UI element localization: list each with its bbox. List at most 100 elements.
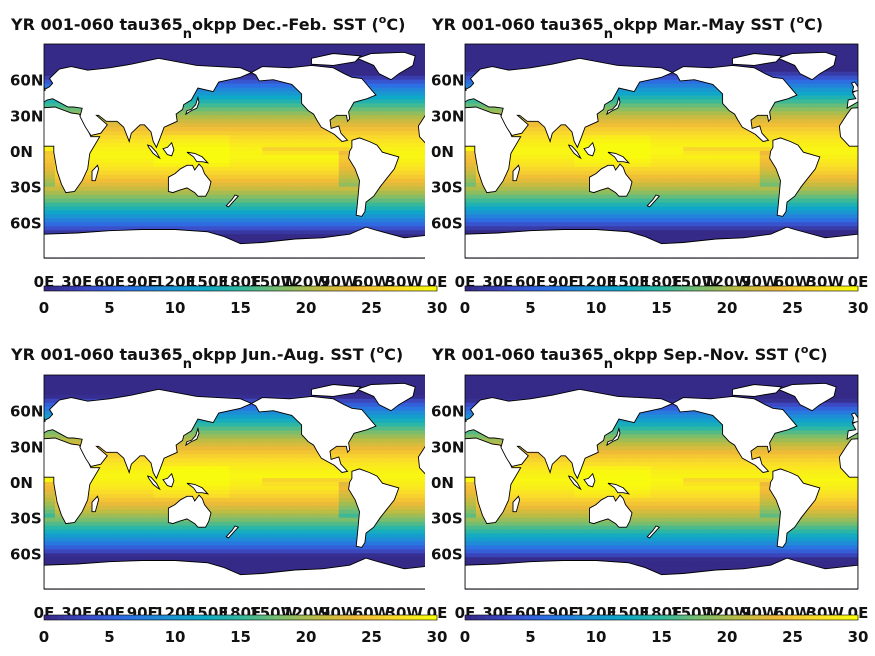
sst-cell bbox=[628, 131, 641, 136]
sst-cell bbox=[836, 63, 848, 69]
sst-cell bbox=[836, 55, 848, 61]
sst-cell bbox=[207, 422, 220, 428]
sst-cell bbox=[54, 226, 67, 231]
colorbar-segment bbox=[779, 286, 787, 291]
sst-cell bbox=[306, 51, 318, 57]
sst-cell bbox=[661, 170, 674, 176]
sst-cell bbox=[371, 79, 384, 85]
sst-cell bbox=[650, 166, 663, 172]
sst-cell bbox=[218, 422, 231, 428]
sst-cell bbox=[207, 158, 220, 164]
sst-cell bbox=[251, 107, 263, 112]
sst-cell bbox=[404, 426, 416, 432]
land-borneo bbox=[583, 141, 596, 157]
sst-cell bbox=[628, 91, 641, 97]
sst-cell bbox=[44, 210, 56, 215]
sst-cell bbox=[295, 386, 307, 392]
sst-cell bbox=[87, 162, 100, 168]
sst-cell bbox=[349, 198, 362, 204]
sst-cell bbox=[131, 135, 143, 140]
sst-cell bbox=[847, 154, 859, 160]
sst-cell bbox=[262, 462, 274, 467]
sst-cell bbox=[306, 178, 318, 184]
sst-cell bbox=[617, 123, 630, 128]
sst-cell bbox=[574, 166, 586, 172]
sst-cell bbox=[131, 154, 143, 160]
sst-cell bbox=[415, 406, 427, 412]
sst-cell bbox=[295, 91, 307, 97]
sst-cell bbox=[404, 95, 416, 101]
sst-cell bbox=[672, 186, 684, 192]
sst-cell bbox=[207, 375, 220, 380]
sst-cell bbox=[109, 127, 122, 132]
sst-cell bbox=[650, 127, 663, 132]
sst-cell bbox=[393, 99, 405, 105]
sst-cell bbox=[76, 194, 89, 200]
sst-cell bbox=[393, 75, 405, 81]
sst-cell bbox=[683, 135, 695, 140]
sst-cell bbox=[229, 182, 242, 188]
sst-cell bbox=[251, 127, 263, 132]
sst-cell bbox=[229, 115, 242, 120]
sst-cell bbox=[705, 154, 717, 160]
sst-cell bbox=[229, 458, 242, 463]
sst-cell bbox=[98, 386, 111, 392]
sst-cell bbox=[585, 162, 597, 168]
sst-cell bbox=[218, 166, 231, 172]
sst-cell bbox=[338, 154, 351, 160]
sst-cell bbox=[164, 198, 176, 204]
sst-cell bbox=[694, 190, 706, 196]
sst-cell bbox=[360, 67, 373, 73]
sst-cell bbox=[705, 47, 717, 53]
sst-cell bbox=[672, 210, 684, 215]
sst-cell bbox=[393, 230, 405, 235]
sst-cell bbox=[759, 143, 772, 148]
sst-cell bbox=[295, 103, 307, 108]
sst-cell bbox=[262, 430, 274, 436]
sst-cell bbox=[847, 71, 859, 77]
sst-cell bbox=[207, 214, 220, 219]
sst-cell bbox=[694, 234, 706, 239]
sst-cell bbox=[683, 166, 695, 172]
sst-cell bbox=[574, 178, 586, 184]
sst-cell bbox=[727, 111, 739, 116]
sst-cell bbox=[98, 44, 111, 49]
sst-cell bbox=[497, 206, 510, 212]
colorbar-segment bbox=[582, 286, 590, 291]
sst-cell bbox=[164, 218, 176, 223]
sst-cell bbox=[393, 426, 405, 432]
sst-cell bbox=[803, 83, 815, 89]
sst-cell bbox=[404, 414, 416, 420]
sst-cell bbox=[251, 438, 263, 443]
panel-title: YR 001-060 tau365nokpp Mar.-May SST (oC) bbox=[431, 13, 823, 42]
sst-cell bbox=[218, 44, 231, 49]
sst-cell bbox=[836, 166, 848, 172]
sst-cell bbox=[98, 382, 111, 388]
sst-cell bbox=[661, 83, 674, 89]
sst-cell bbox=[142, 466, 154, 471]
sst-cell bbox=[574, 162, 586, 168]
sst-cell bbox=[44, 162, 56, 168]
sst-cell bbox=[371, 131, 384, 136]
sst-cell bbox=[759, 63, 772, 69]
sst-cell bbox=[519, 139, 532, 144]
sst-cell bbox=[606, 131, 619, 136]
sst-cell bbox=[628, 214, 641, 219]
sst-cell bbox=[295, 378, 307, 384]
sst-cell bbox=[803, 115, 815, 120]
sst-cell bbox=[748, 178, 761, 184]
sst-cell bbox=[262, 154, 274, 160]
sst-cell bbox=[694, 198, 706, 204]
sst-cell bbox=[382, 422, 394, 428]
sst-cell bbox=[705, 222, 717, 227]
sst-cell bbox=[672, 154, 684, 160]
colorbar-tick-label: 25 bbox=[361, 299, 382, 317]
sst-cell bbox=[120, 174, 132, 180]
sst-cell bbox=[661, 166, 674, 172]
sst-cell bbox=[142, 202, 154, 208]
sst-cell bbox=[650, 214, 663, 219]
sst-cell bbox=[131, 382, 143, 388]
sst-cell bbox=[295, 434, 307, 439]
sst-cell bbox=[44, 174, 56, 180]
sst-cell bbox=[44, 55, 56, 61]
